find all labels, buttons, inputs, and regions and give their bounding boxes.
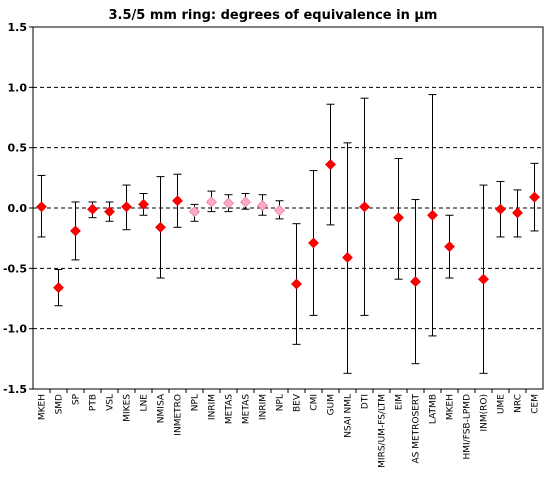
x-tick-label: UME [497,394,507,414]
x-tick-label: INRIM [208,394,218,420]
data-point [359,201,370,213]
data-point [529,191,540,203]
data-point [240,196,251,208]
data-point [206,196,217,208]
x-tick-label: INM(RO) [480,394,490,432]
x-tick-label: NRC [514,394,524,413]
x-tick-label: DTI [361,394,371,409]
data-points [36,159,540,294]
x-tick-label: CMI [310,394,320,411]
data-point [512,207,523,219]
x-tick-label: METAS [225,394,235,424]
y-axis-ticks: 1.5 1.0 0.5 0.0 -0.5 -1.0 -1.5 [3,21,33,396]
x-tick-label: SP [72,393,82,405]
data-point [410,276,421,288]
x-tick-label: METAS [242,394,252,424]
y-tick-label: -1.5 [3,383,27,396]
x-tick-label: NSAI NML [344,394,354,438]
data-point [70,225,81,237]
x-tick-label: LATMB [429,394,439,424]
data-point [427,209,438,221]
data-point [291,278,302,290]
data-point [87,203,98,215]
x-tick-label: NPL [276,394,286,411]
data-point [325,159,336,170]
y-tick-label: 1.5 [8,21,28,34]
chart-title: 3.5/5 mm ring: degrees of equivalence in… [109,8,438,23]
x-tick-label: MKEH [446,394,456,420]
data-point [223,197,234,209]
x-tick-label: CEM [531,394,541,414]
data-point [36,201,47,213]
data-point [172,195,183,207]
x-tick-label: LNE [140,394,150,412]
error-bars [37,94,539,374]
x-tick-label: INRIM [259,394,269,420]
data-point [274,204,285,216]
data-point [308,237,319,249]
x-axis-ticks: MKEH SMD SP PTB VSL MIKES LNE NMISA INMETRO NPL IN… [38,389,541,468]
data-point [444,241,455,253]
data-point [393,212,404,224]
x-tick-label: SMD [55,394,65,414]
x-tick-label: GUM [327,394,337,415]
data-point [189,206,200,218]
x-tick-label: MIKES [123,394,133,422]
grid-lines [33,86,543,330]
x-tick-label: AS METROSERT [412,394,422,464]
y-tick-label: -1.0 [3,323,27,336]
x-tick-label: MIRS/UM-FS/LTM [378,394,388,468]
x-tick-label: INMETRO [174,394,184,436]
data-point [495,203,506,215]
data-point [155,221,166,233]
y-tick-label: 1.0 [8,81,28,94]
data-point [121,201,132,213]
x-tick-label: VSL [106,394,116,411]
x-tick-label: MKEH [38,394,48,420]
x-tick-label: NPL [191,394,201,411]
data-point [104,206,115,218]
y-tick-label: 0.5 [8,142,28,155]
x-tick-label: PTB [89,394,99,411]
x-tick-label: EIM [395,394,405,410]
y-tick-label: 0.0 [8,202,28,215]
data-point [138,198,149,210]
x-tick-label: HMI/FSB-LPMD [463,394,473,460]
data-point [478,273,489,285]
data-point [257,200,268,212]
data-point [53,282,64,294]
y-tick-label: -0.5 [3,262,27,275]
x-tick-label: BEV [293,393,303,412]
x-tick-label: NMISA [157,393,167,423]
data-point [342,252,353,263]
